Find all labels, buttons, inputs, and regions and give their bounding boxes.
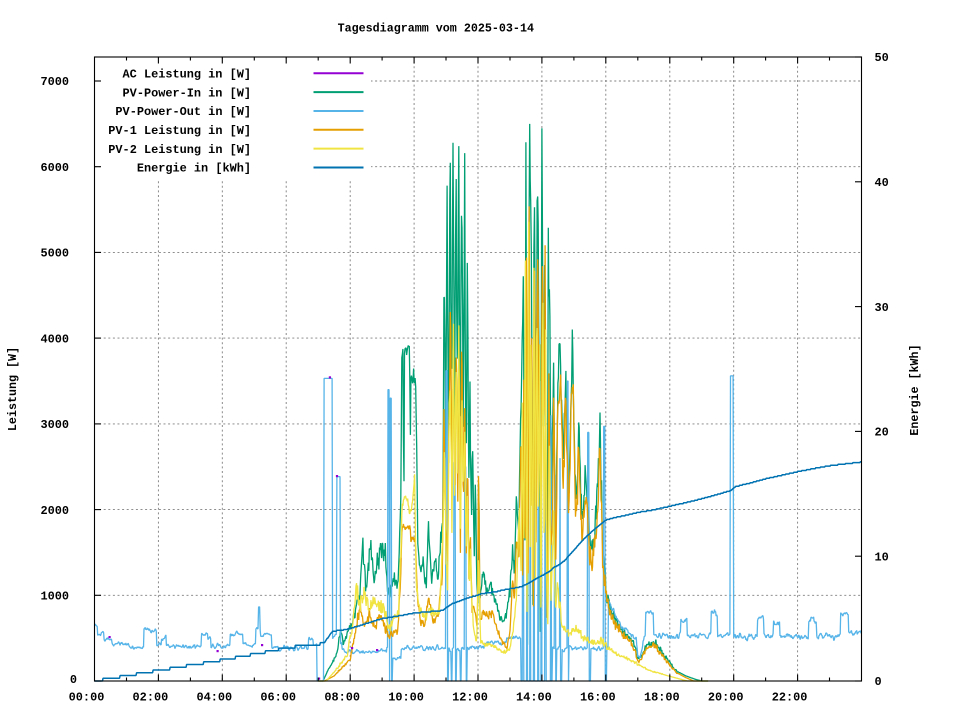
svg-text:0: 0	[875, 675, 882, 689]
svg-text:PV-1 Leistung in [W]: PV-1 Leistung in [W]	[108, 124, 251, 138]
svg-text:20:00: 20:00	[708, 691, 744, 705]
svg-text:Tagesdiagramm vom 2025-03-14: Tagesdiagramm vom 2025-03-14	[338, 21, 534, 35]
svg-text:6000: 6000	[40, 161, 69, 175]
svg-text:12:00: 12:00	[452, 691, 488, 705]
svg-text:30: 30	[875, 301, 889, 315]
svg-text:AC Leistung in [W]: AC Leistung in [W]	[123, 68, 251, 82]
svg-text:Leistung [W]: Leistung [W]	[6, 347, 20, 431]
svg-text:5000: 5000	[40, 247, 69, 261]
svg-text:Energie [kWh]: Energie [kWh]	[908, 344, 922, 435]
svg-text:3000: 3000	[40, 418, 69, 432]
svg-text:20: 20	[875, 426, 889, 440]
svg-text:4000: 4000	[40, 332, 69, 346]
svg-text:14:00: 14:00	[516, 691, 552, 705]
svg-text:PV-Power-Out in [W]: PV-Power-Out in [W]	[115, 105, 251, 119]
svg-text:1000: 1000	[40, 590, 69, 604]
svg-text:40: 40	[875, 176, 889, 190]
svg-text:16:00: 16:00	[580, 691, 616, 705]
svg-text:02:00: 02:00	[133, 691, 169, 705]
svg-text:50: 50	[875, 51, 889, 65]
svg-text:10: 10	[875, 550, 889, 564]
svg-text:Energie in [kWh]: Energie in [kWh]	[137, 162, 251, 176]
svg-text:08:00: 08:00	[324, 691, 360, 705]
svg-text:PV-Power-In in [W]: PV-Power-In in [W]	[123, 86, 251, 100]
svg-text:7000: 7000	[40, 75, 69, 89]
svg-text:04:00: 04:00	[196, 691, 232, 705]
svg-text:06:00: 06:00	[260, 691, 296, 705]
svg-text:10:00: 10:00	[388, 691, 424, 705]
svg-text:2000: 2000	[40, 504, 69, 518]
svg-text:PV-2 Leistung in [W]: PV-2 Leistung in [W]	[108, 143, 251, 157]
svg-text:00:00: 00:00	[69, 691, 105, 705]
svg-text:22:00: 22:00	[772, 691, 808, 705]
svg-text:0: 0	[70, 673, 77, 687]
svg-text:18:00: 18:00	[644, 691, 680, 705]
